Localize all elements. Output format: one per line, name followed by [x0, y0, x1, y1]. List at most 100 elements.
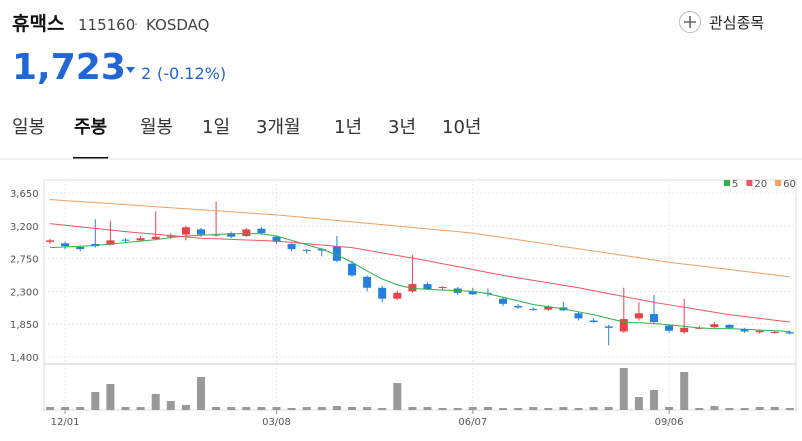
volume-bar: [348, 407, 356, 410]
candle-body: [317, 249, 326, 251]
watch-button[interactable]: 관심종목: [709, 14, 764, 32]
tab[interactable]: 10년: [442, 117, 481, 138]
volume-bar: [61, 407, 70, 410]
volume-bar: [257, 407, 266, 410]
volume-bar: [499, 408, 507, 410]
tab[interactable]: 일봉: [12, 117, 45, 138]
volume-bar: [393, 383, 402, 410]
volume-bar: [423, 407, 432, 410]
volume-bar: [197, 377, 205, 410]
candle-body: [257, 228, 266, 234]
candle-body: [740, 329, 749, 332]
legend-swatch: [746, 180, 753, 186]
candle-body: [46, 240, 54, 242]
stock-code: 115160: [78, 16, 135, 34]
volume-bar: [559, 407, 568, 410]
change: 2: [141, 64, 151, 83]
tabs: 일봉 주봉 월봉 1일 3개월 1년 3년 10년: [12, 117, 481, 159]
y-tick-label: 3,200: [10, 222, 39, 233]
legend-label: 60: [783, 179, 796, 190]
candle-body: [363, 276, 372, 288]
tab[interactable]: 1일: [202, 117, 230, 138]
candle-body: [181, 227, 190, 235]
candle-body: [680, 327, 689, 333]
x-tick-label: 12/01: [51, 417, 80, 428]
candle-body: [378, 287, 387, 299]
y-tick-label: 2,750: [10, 255, 39, 266]
volume-bar: [680, 372, 689, 410]
volume-bar: [634, 397, 643, 410]
candle-body: [785, 332, 794, 334]
candle-body: [589, 320, 598, 323]
volume-bar: [378, 408, 387, 410]
volume-bar: [604, 407, 613, 410]
candle-body: [348, 263, 356, 276]
tab[interactable]: 주봉: [74, 117, 107, 138]
volume-bar: [710, 406, 719, 410]
volume-bar: [181, 405, 190, 410]
volume-bar: [121, 407, 130, 410]
legend-label: 5: [732, 179, 738, 190]
volume-bar: [332, 406, 341, 410]
candle-body: [770, 331, 779, 333]
volume-bar: [317, 407, 326, 410]
tab[interactable]: 3개월: [256, 117, 301, 138]
candle-body: [136, 238, 145, 241]
volume-bar: [725, 408, 734, 410]
down-arrow: [126, 67, 135, 73]
volume-bar: [514, 408, 523, 410]
candle-body: [665, 325, 674, 331]
change-pct: (-0.12%): [157, 64, 226, 83]
x-tick-label: 09/06: [655, 417, 684, 428]
moving-average: [49, 223, 790, 323]
candle-body: [408, 284, 417, 292]
volume-bar: [136, 407, 145, 410]
candle-body: [121, 239, 130, 241]
plus: [684, 16, 696, 28]
tab[interactable]: 1년: [334, 117, 362, 138]
price: 1,723: [12, 47, 126, 88]
candle-body: [423, 284, 432, 290]
candle-body: [468, 291, 477, 295]
volume-bar: [665, 407, 674, 410]
candle-body: [514, 305, 523, 308]
candle-body: [76, 246, 85, 250]
legend-swatch: [775, 180, 782, 186]
volume-bar: [740, 408, 749, 410]
chart: 1,400 1,850 2,300 2,750 3,200 3,650 12/01 03/08…: [10, 179, 797, 428]
candle-body: [106, 240, 115, 245]
candle-body: [604, 326, 613, 328]
volume-bar: [302, 407, 311, 410]
volume-bar: [574, 408, 583, 410]
candle-body: [499, 298, 507, 304]
volume-bar: [770, 407, 779, 410]
volume-bar: [589, 407, 598, 410]
candle-body: [287, 244, 296, 250]
volume-bar: [287, 408, 296, 410]
candle-body: [332, 246, 341, 261]
candle-body: [438, 287, 447, 289]
candle-body: [529, 308, 538, 310]
x-tick-label: 03/08: [262, 417, 291, 428]
volume-bar: [755, 407, 764, 410]
candle-body: [151, 236, 160, 239]
market: KOSDAQ: [146, 16, 209, 34]
volume-bar: [76, 407, 85, 410]
stock-name: 휴맥스: [12, 13, 64, 35]
separator: ·: [134, 18, 138, 33]
y-tick-label: 3,650: [10, 189, 39, 200]
volume-bar: [272, 407, 281, 410]
volume-bar: [408, 407, 417, 410]
tab[interactable]: 3년: [388, 117, 416, 138]
candle-body: [393, 292, 402, 299]
candle-body: [61, 243, 70, 247]
tab[interactable]: 월봉: [140, 117, 173, 138]
volume-bar: [453, 408, 462, 410]
volume-bar: [695, 408, 704, 410]
moving-average: [49, 199, 790, 278]
candle-body: [755, 330, 764, 333]
legend-label: 20: [754, 179, 767, 190]
candle-body: [619, 319, 628, 332]
tab-underline: [73, 157, 109, 159]
